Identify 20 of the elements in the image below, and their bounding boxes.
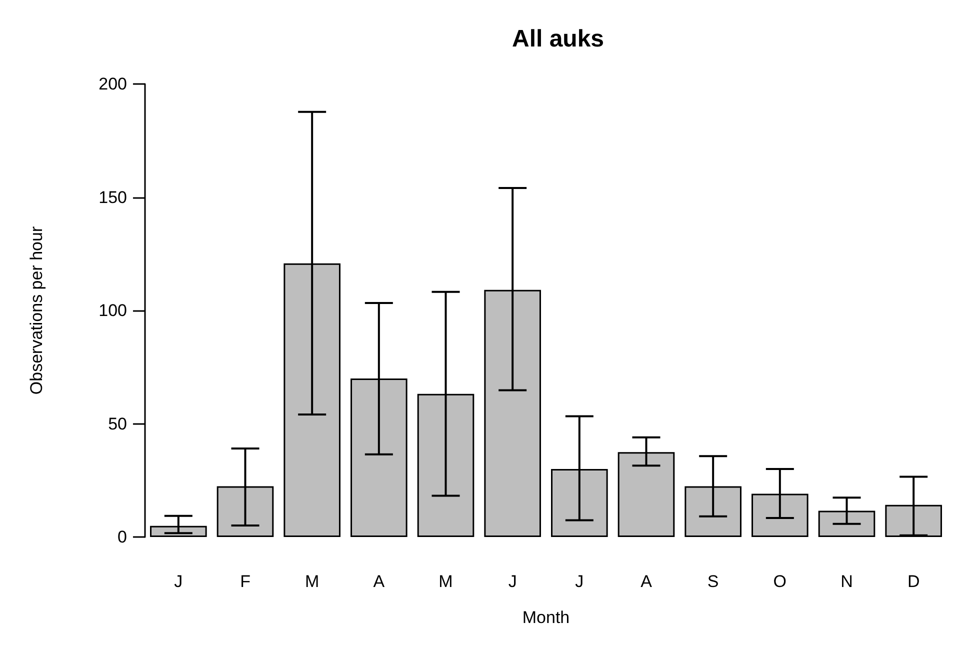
y-tick-label: 200: [98, 74, 127, 94]
x-tick-label: J: [508, 572, 517, 591]
x-tick-label: M: [304, 572, 320, 591]
x-tick-label: J: [174, 572, 183, 591]
x-axis-title: Month: [522, 608, 570, 627]
x-tick-label: O: [773, 572, 787, 591]
chart-title: All auks: [512, 26, 604, 52]
y-tick-label: 0: [118, 528, 127, 546]
y-tick-label: 50: [108, 414, 127, 434]
x-tick-label: A: [373, 572, 386, 591]
x-tick-label: J: [575, 572, 584, 591]
y-tick-label: 150: [98, 188, 127, 207]
y-tick-label: 100: [98, 301, 127, 320]
x-tick-label: D: [907, 572, 920, 591]
x-tick-label: N: [840, 572, 853, 591]
x-tick-label: S: [707, 572, 719, 591]
x-tick-label: M: [438, 572, 453, 591]
x-tick-label: A: [640, 572, 653, 591]
y-axis-title: Observations per hour: [27, 226, 46, 395]
x-tick-label: F: [240, 572, 250, 591]
